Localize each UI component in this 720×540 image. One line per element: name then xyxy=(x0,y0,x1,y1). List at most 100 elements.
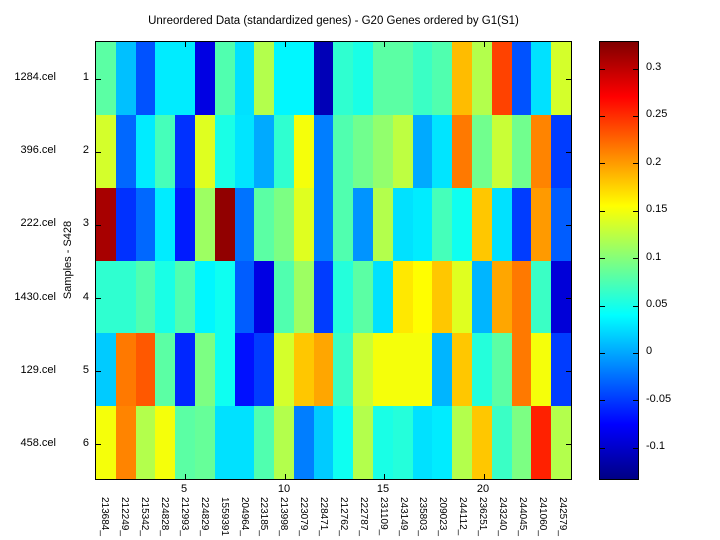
heatmap-cell xyxy=(155,42,176,115)
column-label: 222787_ xyxy=(358,497,369,536)
colorbar-tick xyxy=(600,353,605,354)
heatmap-cell xyxy=(254,42,275,115)
heatmap-cell xyxy=(254,187,275,261)
heatmap-cell xyxy=(115,406,136,479)
colorbar-tick-label: 0 xyxy=(646,345,653,357)
heatmap-cell xyxy=(432,42,453,115)
y-tick-label: 3 xyxy=(82,217,89,229)
heatmap-cell xyxy=(135,42,156,115)
heatmap-cell xyxy=(313,260,334,334)
heatmap-cell xyxy=(155,406,176,479)
heatmap-cell xyxy=(175,406,195,479)
heatmap-cell xyxy=(274,42,294,115)
y-axis-tick xyxy=(96,152,101,153)
heatmap-cell xyxy=(452,406,473,479)
heatmap-cell xyxy=(234,114,255,188)
heatmap-cell xyxy=(313,187,334,261)
y-tick-label: 6 xyxy=(82,437,89,449)
heatmap-cell xyxy=(274,114,294,188)
heatmap-cell xyxy=(472,333,492,407)
column-label: 1559391 xyxy=(219,497,230,536)
x-tick-label: 20 xyxy=(476,483,490,495)
heatmap-cell xyxy=(115,42,136,115)
heatmap-cell xyxy=(452,42,473,115)
y-axis-tick xyxy=(96,79,101,80)
heatmap-cell xyxy=(155,187,176,261)
colorbar-tick xyxy=(600,306,605,307)
colorbar-tick-label: 0.2 xyxy=(646,156,662,168)
heatmap-cell xyxy=(194,333,215,407)
column-label: 223079_ xyxy=(298,497,309,536)
heatmap-cell xyxy=(274,260,294,334)
y-axis-tick xyxy=(566,371,571,372)
column-label: 213998_ xyxy=(278,497,289,536)
column-label: 212993_ xyxy=(179,497,190,536)
heatmap-cell xyxy=(313,42,334,115)
colorbar-tick-label: 0.3 xyxy=(646,61,662,73)
heatmap-cell xyxy=(293,333,314,407)
heatmap-cell xyxy=(373,187,393,261)
heatmap-cell xyxy=(531,114,552,188)
heatmap-cell xyxy=(511,42,532,115)
heatmap-cell xyxy=(452,260,473,334)
heatmap-cell xyxy=(313,406,334,479)
column-label: 213684_ xyxy=(99,497,110,536)
heatmap-cell xyxy=(432,260,453,334)
heatmap-cell xyxy=(392,114,413,188)
heatmap-cell xyxy=(214,260,235,334)
heatmap-cell xyxy=(135,406,156,479)
column-label: 241060_ xyxy=(537,497,548,536)
colorbar-tick xyxy=(633,258,638,259)
heatmap-cell xyxy=(274,406,294,479)
heatmap-cell xyxy=(472,260,492,334)
colorbar-tick xyxy=(633,69,638,70)
heatmap-cell xyxy=(392,260,413,334)
colorbar-tick xyxy=(600,400,605,401)
heatmap-cell xyxy=(353,333,374,407)
chart-title: Unreordered Data (standardized genes) - … xyxy=(148,15,519,27)
heatmap-cell xyxy=(175,114,195,188)
colorbar-tick-label: -0.1 xyxy=(646,440,665,452)
heatmap-cell xyxy=(491,42,512,115)
heatmap-cell xyxy=(175,333,195,407)
y-axis-tick xyxy=(566,152,571,153)
heatmap-cell xyxy=(135,333,156,407)
heatmap-cell xyxy=(135,114,156,188)
x-axis-tick xyxy=(285,42,286,47)
colorbar-tick xyxy=(600,163,605,164)
heatmap-cell xyxy=(293,260,314,334)
y-axis-tick xyxy=(566,79,571,80)
heatmap-cell xyxy=(293,187,314,261)
heatmap-cell xyxy=(214,114,235,188)
x-axis-tick xyxy=(384,474,385,479)
heatmap-cell xyxy=(392,187,413,261)
heatmap-cell xyxy=(194,114,215,188)
heatmap-cell xyxy=(472,42,492,115)
heatmap-cell xyxy=(551,333,571,407)
heatmap-cell xyxy=(254,260,275,334)
colorbar-tick xyxy=(633,211,638,212)
column-label: 212762_ xyxy=(338,497,349,536)
colorbar-tick xyxy=(633,116,638,117)
colorbar-tick-label: 0.25 xyxy=(646,108,668,120)
sample-name-label: 129.cel xyxy=(20,364,56,376)
heatmap-cell xyxy=(115,114,136,188)
column-label: 204964_ xyxy=(239,497,250,536)
heatmap-cell xyxy=(472,114,492,188)
heatmap-cell xyxy=(96,114,116,188)
heatmap-cell xyxy=(412,114,433,188)
heatmap-cell xyxy=(511,187,532,261)
heatmap-cell xyxy=(392,333,413,407)
column-label: 228471_ xyxy=(318,497,329,536)
x-axis-tick xyxy=(484,474,485,479)
heatmap-cell xyxy=(333,260,354,334)
column-label: 231109_ xyxy=(378,497,389,536)
colorbar-tick xyxy=(600,116,605,117)
heatmap-cell xyxy=(432,114,453,188)
y-axis-title: Samples - S428 xyxy=(62,220,74,300)
x-axis-tick xyxy=(285,474,286,479)
x-tick-label: 10 xyxy=(277,483,291,495)
heatmap-cell xyxy=(96,333,116,407)
sample-name-label: 396.cel xyxy=(20,144,56,156)
heatmap-cell xyxy=(115,333,136,407)
